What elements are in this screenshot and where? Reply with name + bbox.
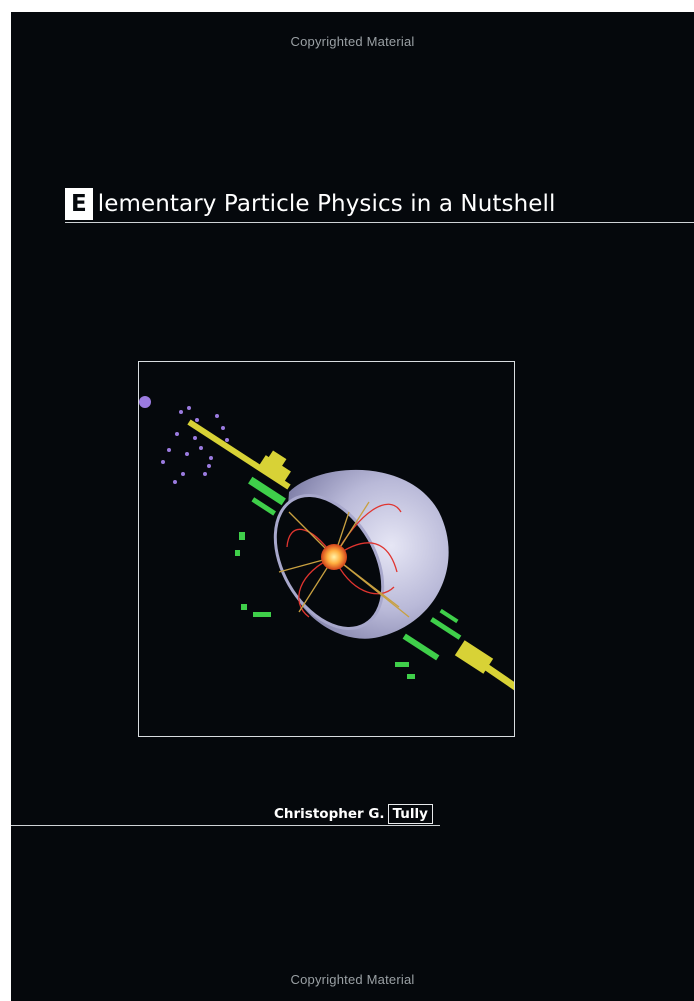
- hit-points: [139, 396, 235, 484]
- book-cover: Copyrighted Material E lementary Particl…: [11, 12, 694, 1001]
- author-underline-rule: [11, 825, 440, 826]
- copyright-watermark-top: Copyrighted Material: [290, 34, 415, 49]
- muon-chambers-upper: [235, 476, 286, 617]
- title-underline-rule: [65, 222, 694, 223]
- beampipe-upper: [187, 419, 291, 490]
- author-name: Christopher G. Tully: [274, 804, 433, 824]
- muon-chambers-lower: [395, 608, 462, 679]
- title-initial-box: E: [65, 188, 93, 220]
- beampipe-lower: [454, 640, 514, 691]
- collision-event-image: [139, 396, 514, 691]
- author-first-name: Christopher G.: [274, 806, 385, 822]
- collision-vertex: [321, 544, 347, 570]
- cover-illustration-frame: [138, 361, 515, 737]
- copyright-watermark-bottom: Copyrighted Material: [290, 972, 415, 987]
- author-last-name-box: Tully: [387, 804, 433, 824]
- title-text: lementary Particle Physics in a Nutshell: [97, 191, 556, 217]
- book-title: E lementary Particle Physics in a Nutshe…: [65, 188, 556, 220]
